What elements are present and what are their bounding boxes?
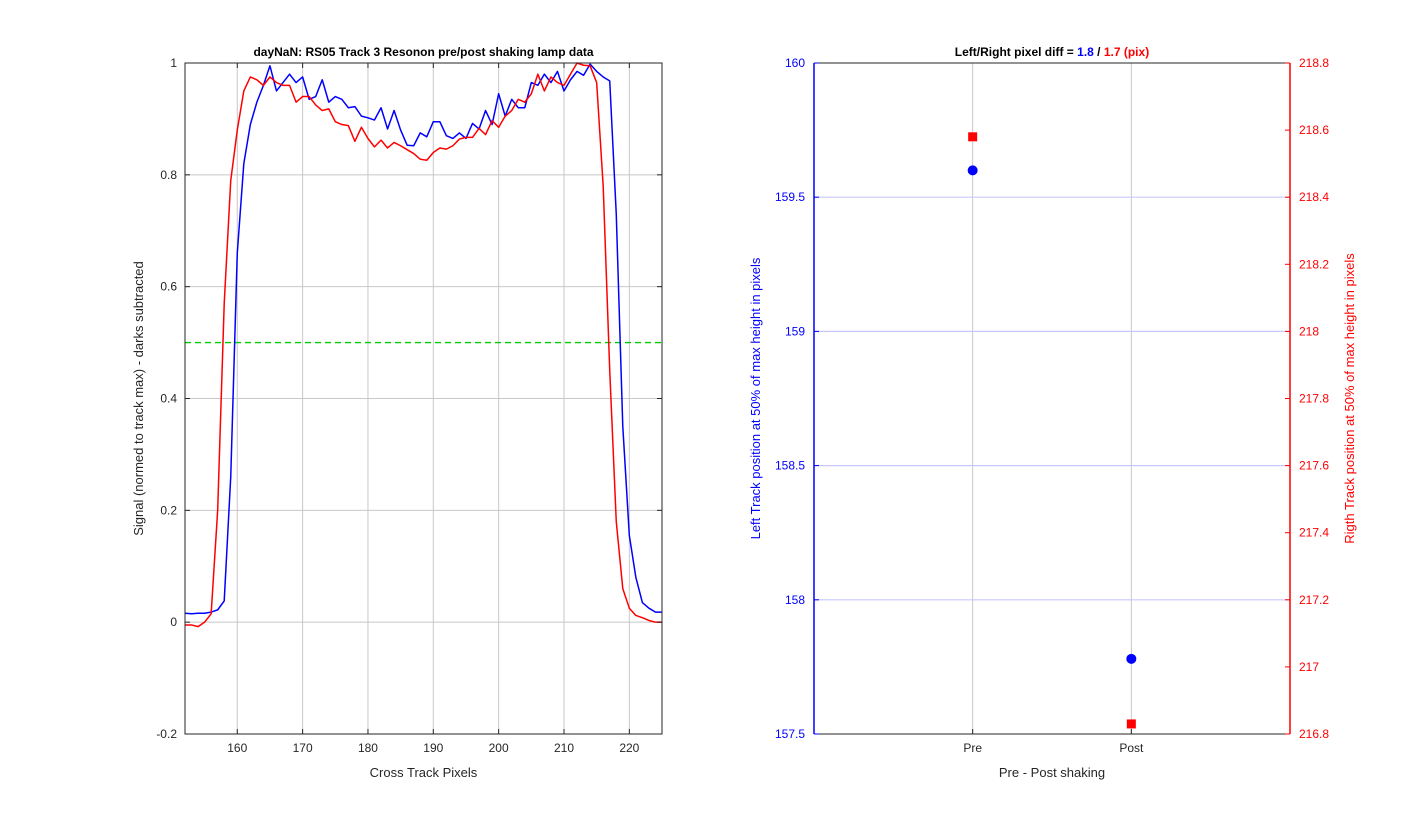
left-diff-value: 1.8: [1077, 45, 1094, 59]
y-tick-label: -0.2: [156, 727, 177, 741]
left-y-axis-label: Signal (normed to track max) - darks sub…: [131, 261, 146, 536]
left-track-point: [967, 165, 978, 176]
x-tick-label: 180: [358, 741, 378, 755]
left-y-tick-label: 160: [785, 56, 805, 70]
y-tick-label: 0.8: [160, 168, 177, 182]
x-tick-label: 220: [619, 741, 639, 755]
left-track-point: [1126, 653, 1137, 664]
right-y-tick-label: 218.8: [1299, 56, 1329, 70]
left-chart-title: dayNaN: RS05 Track 3 Resonon pre/post sh…: [253, 45, 593, 59]
y-tick-label: 0.4: [160, 392, 177, 406]
x-tick-label: Pre: [963, 741, 982, 755]
right-y-tick-label: 217.2: [1299, 593, 1329, 607]
right-markers: [967, 132, 1137, 729]
right-y-tick-label: 217.8: [1299, 392, 1329, 406]
x-tick-label: 160: [227, 741, 247, 755]
x-tick-label: Post: [1119, 741, 1144, 755]
right-y-tick-label: 217: [1299, 660, 1319, 674]
x-tick-label: 200: [489, 741, 509, 755]
right-y-tick-label: 218.2: [1299, 257, 1329, 271]
x-tick-label: 210: [554, 741, 574, 755]
x-tick-label: 190: [423, 741, 443, 755]
left-y-tick-label: 158.5: [775, 459, 805, 473]
right-track-point: [1126, 719, 1136, 729]
right-x-axis-label: Pre - Post shaking: [999, 765, 1105, 780]
right-position-axis-label: Rigth Track position at 50% of max heigh…: [1342, 253, 1357, 544]
left-ticks: 160 170 180 190 200 210 220 -0.2 0 0.2 0.4 0.6 0.8 1: [156, 56, 662, 755]
y-tick-label: 0.2: [160, 503, 177, 517]
right-plot-area: [814, 63, 1290, 734]
right-diff-value: 1.7 (pix): [1104, 45, 1149, 59]
left-y-tick-label: 157.5: [775, 727, 805, 741]
right-y-tick-label: 217.4: [1299, 526, 1329, 540]
signal-profile-chart: 160 170 180 190 200 210 220-0.200.20.40.60.81 …: [131, 45, 663, 780]
y-tick-label: 0.6: [160, 280, 177, 294]
right-y-tick-label: 218.4: [1299, 190, 1329, 204]
left-y-tick-label: 158: [785, 593, 805, 607]
pre-shaking-series-line: [184, 63, 662, 615]
right-track-point: [968, 132, 978, 142]
right-y-tick-label: 216.8: [1299, 727, 1329, 741]
left-x-axis-label: Cross Track Pixels: [370, 765, 478, 780]
x-tick-label: 170: [293, 741, 313, 755]
track-position-chart: Pre Post 157.5 158 158.5 159 159.5 160 216.8 217 2…: [748, 45, 1357, 780]
y-tick-label: 0: [170, 615, 177, 629]
right-chart-title: Left/Right pixel diff = 1.8 / 1.7 (pix): [955, 45, 1149, 59]
right-y-tick-label: 218: [1299, 324, 1319, 338]
y-tick-label: 1: [170, 56, 177, 70]
left-position-axis-label: Left Track position at 50% of max height…: [748, 257, 763, 539]
post-shaking-series-line: [185, 62, 662, 628]
left-y-tick-label: 159.5: [775, 190, 805, 204]
right-y-tick-label: 217.6: [1299, 459, 1329, 473]
left-y-tick-label: 159: [785, 324, 805, 338]
right-y-tick-label: 218.6: [1299, 123, 1329, 137]
right-ticks: Pre Post 157.5 158 158.5 159 159.5 160 216.8 217 2…: [775, 56, 1329, 755]
left-series-group: [184, 62, 662, 628]
